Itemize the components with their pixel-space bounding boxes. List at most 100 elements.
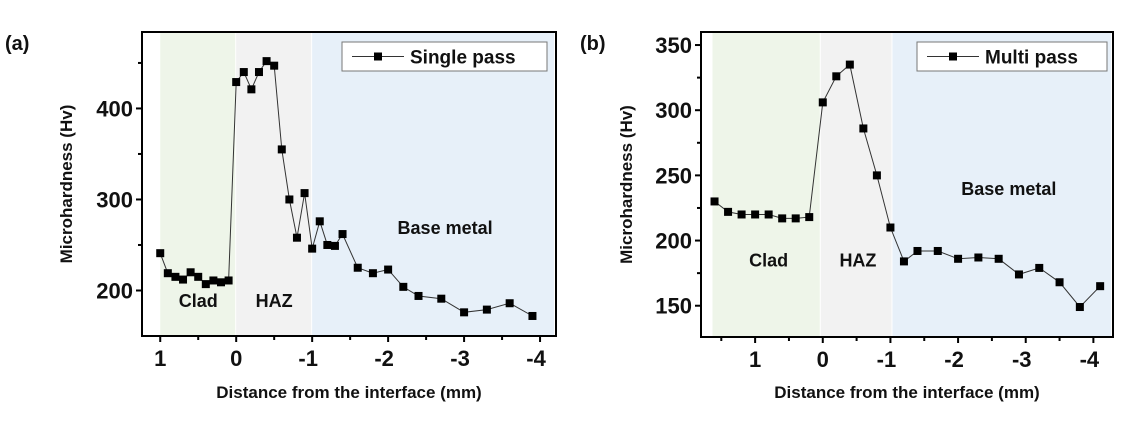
x-tick-label: 1 xyxy=(749,347,761,372)
data-point xyxy=(171,272,180,281)
data-point xyxy=(399,282,408,291)
data-point xyxy=(764,210,773,219)
data-point xyxy=(872,171,881,180)
data-point xyxy=(384,265,393,274)
region-base-metal xyxy=(312,33,554,336)
data-point xyxy=(194,272,203,281)
plot-frame xyxy=(141,31,557,337)
data-point xyxy=(201,280,210,289)
data-point xyxy=(217,278,226,287)
data-point xyxy=(805,213,814,222)
data-point xyxy=(859,124,868,133)
y-tick-label: 200 xyxy=(96,278,133,303)
data-point xyxy=(899,257,908,266)
data-point xyxy=(163,269,172,278)
y-tick-label: 400 xyxy=(96,96,133,121)
data-point xyxy=(954,254,963,263)
data-point xyxy=(186,268,195,277)
x-tick-label: -2 xyxy=(374,346,394,371)
data-point xyxy=(247,85,256,94)
x-tick-label: -2 xyxy=(944,347,964,372)
data-point xyxy=(239,68,248,77)
legend-label: Single pass xyxy=(410,48,516,69)
data-point xyxy=(414,291,423,300)
y-axis-title: Microhardness (Hv) xyxy=(57,105,76,264)
data-point xyxy=(778,214,787,223)
legend: Single pass xyxy=(341,41,548,72)
region-haz xyxy=(820,33,892,337)
data-point xyxy=(505,299,514,308)
data-point xyxy=(933,246,942,255)
data-point xyxy=(262,57,271,66)
x-tick-label: -4 xyxy=(1080,347,1100,372)
data-point xyxy=(156,249,165,258)
data-point xyxy=(285,195,294,204)
x-tick-label: -3 xyxy=(450,346,470,371)
data-point xyxy=(994,254,1003,263)
data-point xyxy=(330,241,339,250)
panel-label: (a) xyxy=(5,33,29,55)
plot-frame xyxy=(700,31,1114,338)
region-label-haz: HAZ xyxy=(256,291,293,311)
data-point xyxy=(209,276,218,285)
legend: Multi pass xyxy=(916,41,1108,72)
data-point xyxy=(1014,270,1023,279)
y-tick-label: 250 xyxy=(655,163,692,188)
data-point xyxy=(974,253,983,262)
y-tick-label: 300 xyxy=(655,98,692,123)
legend-label: Multi pass xyxy=(985,48,1078,69)
panel-b: Clad HAZ Base metal 150 200 250 300 350 1 0 -1 -2 -3… xyxy=(580,31,1114,402)
y-tick-label: 350 xyxy=(655,33,692,58)
x-axis-title: Distance from the interface (mm) xyxy=(216,383,481,402)
data-point xyxy=(1096,282,1105,291)
data-point xyxy=(832,72,841,81)
data-point xyxy=(751,210,760,219)
data-point xyxy=(913,246,922,255)
x-tick-label: 1 xyxy=(154,346,166,371)
region-clad xyxy=(712,33,820,337)
data-point xyxy=(886,223,895,232)
data-point xyxy=(353,263,362,272)
data-point xyxy=(254,68,263,77)
data-point xyxy=(232,78,241,87)
region-label-clad: Clad xyxy=(179,291,218,311)
region-label-base-metal: Base metal xyxy=(398,218,493,238)
x-tick-label: 0 xyxy=(817,347,829,372)
y-tick-label: 150 xyxy=(655,294,692,319)
data-point xyxy=(315,217,324,226)
data-point xyxy=(179,275,188,284)
data-point xyxy=(845,60,854,69)
x-tick-label: -4 xyxy=(526,346,546,371)
data-point xyxy=(818,98,827,107)
legend-marker-icon xyxy=(949,52,957,61)
data-point xyxy=(528,311,537,320)
data-point xyxy=(277,145,286,154)
data-point xyxy=(1035,263,1044,272)
panel-label: (b) xyxy=(580,33,606,55)
legend-marker-icon xyxy=(374,52,382,61)
x-axis-title: Distance from the interface (mm) xyxy=(774,383,1039,402)
data-point xyxy=(710,197,719,206)
region-label-base-metal: Base metal xyxy=(961,179,1056,199)
y-tick-label: 300 xyxy=(96,187,133,212)
data-point xyxy=(308,244,317,253)
data-point xyxy=(482,305,491,314)
x-tick-label: 0 xyxy=(230,346,242,371)
data-point xyxy=(460,308,469,317)
data-point xyxy=(737,210,746,219)
data-point xyxy=(437,294,446,303)
data-point xyxy=(368,269,377,278)
region-label-haz: HAZ xyxy=(839,251,876,271)
x-tick-label: -3 xyxy=(1012,347,1032,372)
data-point xyxy=(1075,303,1084,312)
data-point xyxy=(338,230,347,239)
data-point xyxy=(724,207,733,216)
data-point xyxy=(323,240,332,249)
region-base-metal xyxy=(892,33,1111,337)
region-label-clad: Clad xyxy=(749,251,788,271)
y-tick-label: 200 xyxy=(655,229,692,254)
data-point xyxy=(300,189,309,198)
data-point xyxy=(224,276,233,285)
panel-a: Clad HAZ Base metal 200 300 400 1 0 -1 -2 -3 -4 Dist… xyxy=(5,31,557,402)
